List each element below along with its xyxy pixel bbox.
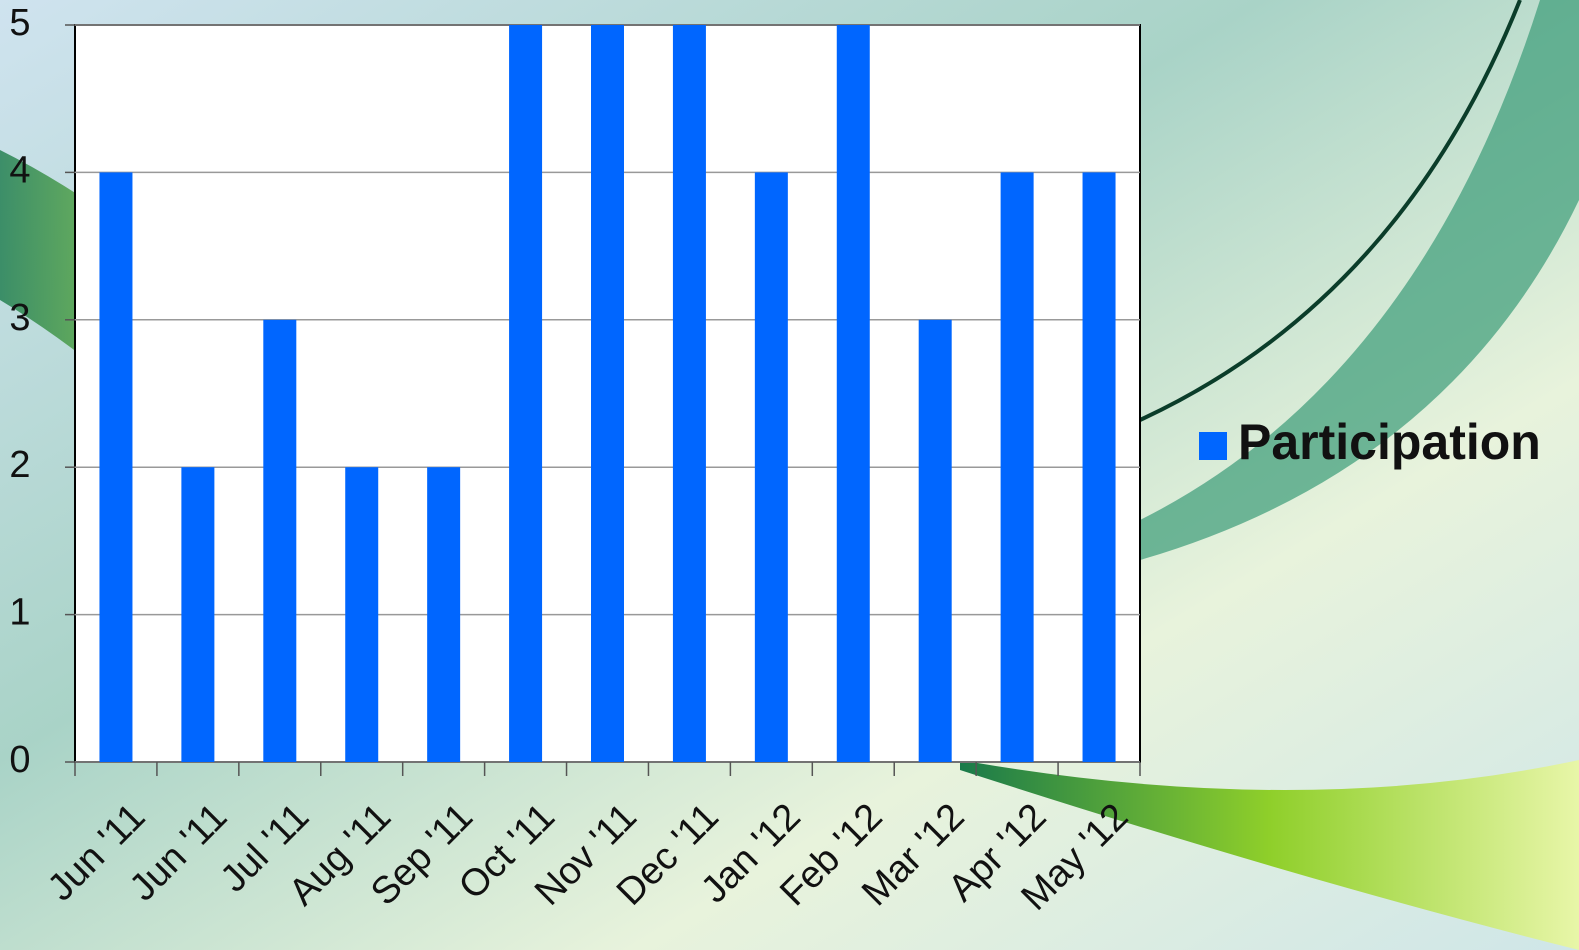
bar: [754, 172, 788, 762]
bar: [345, 467, 379, 762]
y-tick-label: 2: [9, 444, 30, 486]
legend-swatch: [1199, 432, 1227, 460]
bar: [672, 25, 706, 762]
y-tick-label: 4: [9, 149, 30, 191]
bar: [509, 25, 543, 762]
bar: [591, 25, 624, 762]
bar: [427, 467, 461, 762]
y-tick-label: 0: [9, 739, 30, 781]
swoosh: [960, 760, 1579, 950]
bar: [99, 172, 133, 762]
legend-label: Participation: [1238, 414, 1541, 470]
y-tick-label: 5: [9, 2, 30, 44]
bar: [836, 25, 870, 762]
bar: [918, 319, 952, 762]
y-tick-label: 1: [9, 592, 30, 634]
bar: [1082, 172, 1116, 762]
bar: [263, 319, 297, 762]
swoosh: [1140, 0, 1579, 560]
bar: [1000, 172, 1034, 762]
bar: [181, 467, 215, 762]
swoosh-line: [1139, 0, 1522, 422]
y-tick-label: 3: [9, 297, 30, 339]
